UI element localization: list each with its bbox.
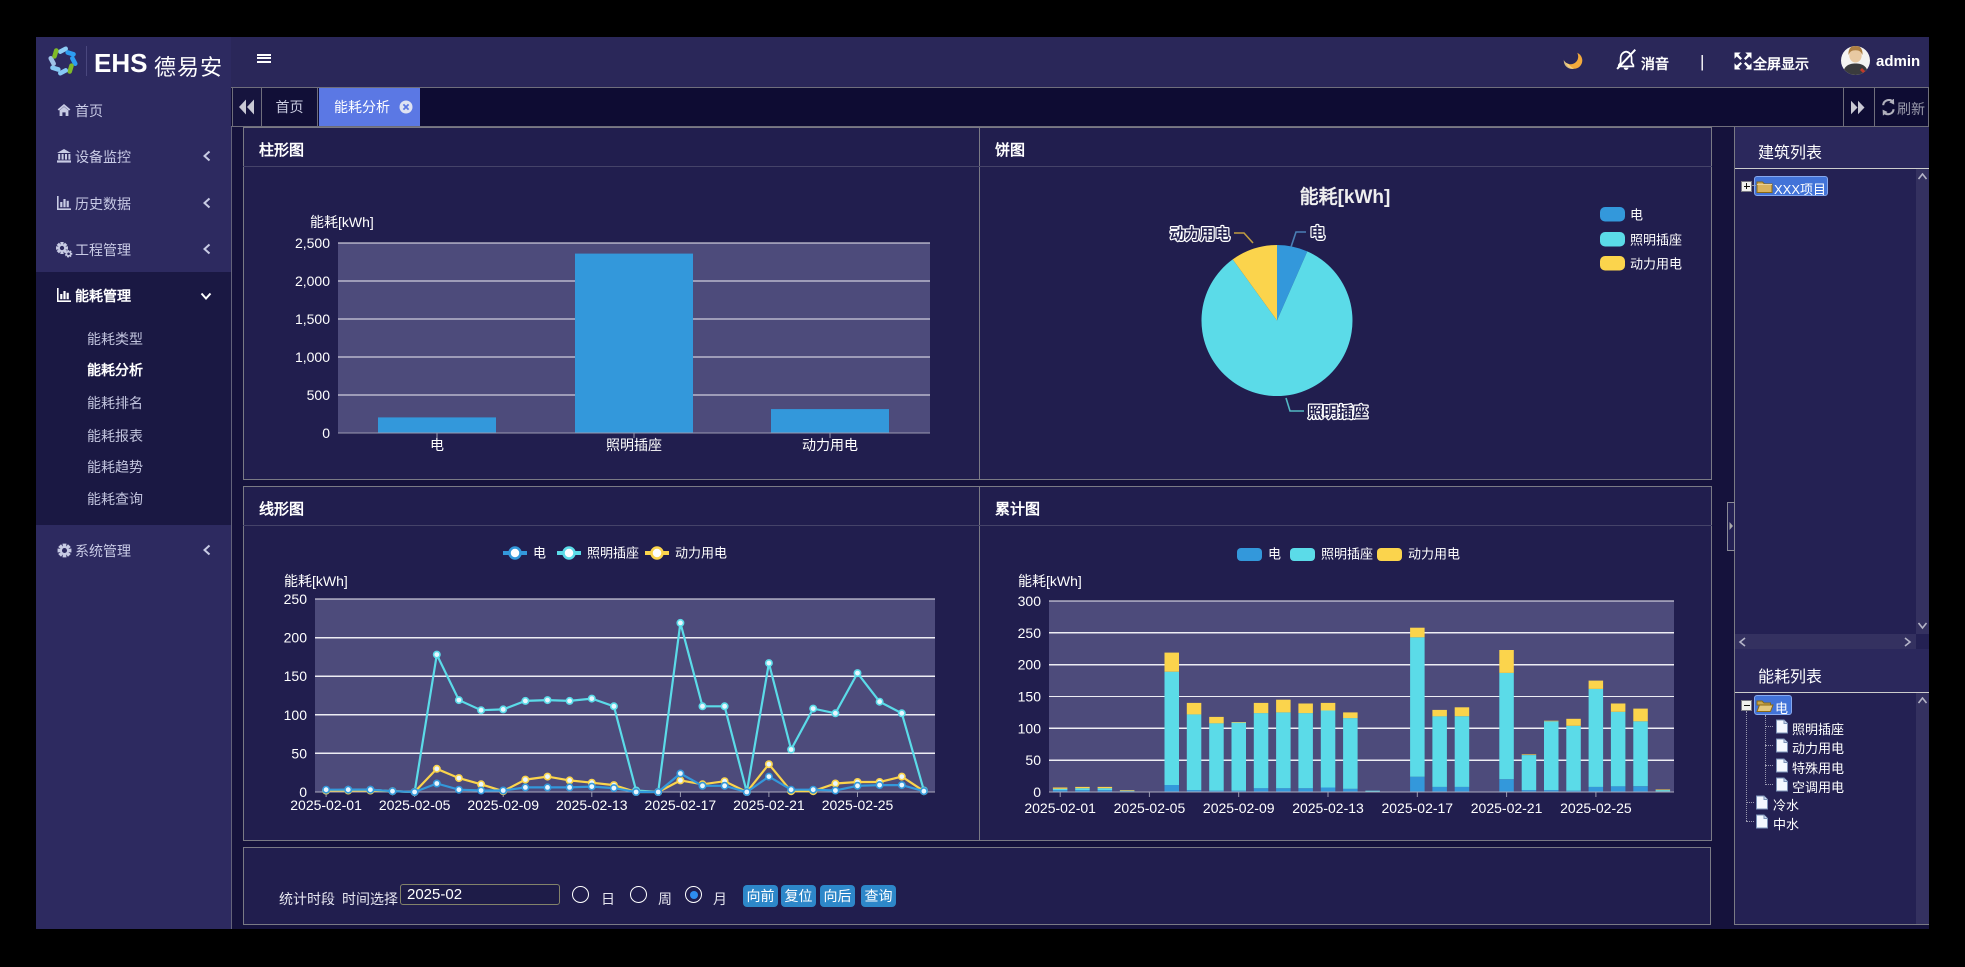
svg-text:2025-02-17: 2025-02-17 [645, 797, 717, 813]
svg-text:2025-02-05: 2025-02-05 [379, 797, 451, 813]
svg-text:50: 50 [1025, 752, 1041, 768]
svg-text:2025-02-13: 2025-02-13 [1292, 800, 1364, 816]
svg-text:2025-02-13: 2025-02-13 [556, 797, 628, 813]
svg-text:电: 电 [533, 546, 546, 561]
svg-text:2025-02-21: 2025-02-21 [1471, 800, 1543, 816]
svg-text:200: 200 [1018, 657, 1042, 673]
svg-text:150: 150 [284, 668, 308, 684]
svg-text:照明插座: 照明插座 [1321, 547, 1373, 562]
svg-text:照明插座: 照明插座 [606, 437, 662, 453]
svg-text:动力用电: 动力用电 [1408, 547, 1460, 562]
svg-text:500: 500 [307, 387, 331, 403]
svg-text:150: 150 [1018, 689, 1042, 705]
svg-text:电: 电 [430, 437, 444, 453]
svg-text:0: 0 [322, 425, 330, 441]
svg-text:100: 100 [1018, 720, 1042, 736]
svg-text:2,000: 2,000 [295, 273, 330, 289]
svg-text:动力用电: 动力用电 [1630, 257, 1682, 272]
svg-text:2025-02-01: 2025-02-01 [1024, 800, 1096, 816]
svg-text:250: 250 [1018, 625, 1042, 641]
svg-text:1,000: 1,000 [295, 349, 330, 365]
svg-text:2025-02-25: 2025-02-25 [822, 797, 894, 813]
svg-text:300: 300 [1018, 593, 1042, 609]
svg-text:250: 250 [284, 591, 308, 607]
svg-text:2025-02-01: 2025-02-01 [290, 797, 362, 813]
svg-text:电: 电 [1268, 547, 1281, 562]
svg-text:2025-02-09: 2025-02-09 [1203, 800, 1275, 816]
svg-text:动力用电: 动力用电 [802, 437, 858, 453]
svg-text:能耗[kWh]: 能耗[kWh] [1018, 573, 1082, 589]
svg-text:50: 50 [291, 745, 307, 761]
svg-text:电: 电 [1310, 224, 1325, 242]
svg-text:1,500: 1,500 [295, 311, 330, 327]
svg-text:0: 0 [1033, 784, 1041, 800]
svg-text:照明插座: 照明插座 [1308, 403, 1368, 421]
svg-text:照明插座: 照明插座 [587, 546, 639, 561]
svg-text:能耗[kWh]: 能耗[kWh] [284, 573, 348, 589]
svg-text:2,500: 2,500 [295, 235, 330, 251]
svg-text:电: 电 [1630, 208, 1643, 223]
svg-text:动力用电: 动力用电 [1170, 225, 1230, 243]
svg-text:2025-02-09: 2025-02-09 [467, 797, 539, 813]
svg-text:100: 100 [284, 707, 308, 723]
svg-text:照明插座: 照明插座 [1630, 233, 1682, 248]
svg-text:2025-02-21: 2025-02-21 [733, 797, 805, 813]
svg-text:动力用电: 动力用电 [675, 546, 727, 561]
svg-text:能耗[kWh]: 能耗[kWh] [1300, 185, 1391, 208]
svg-text:200: 200 [284, 630, 308, 646]
svg-text:2025-02-17: 2025-02-17 [1381, 800, 1453, 816]
svg-text:0: 0 [299, 784, 307, 800]
svg-text:2025-02-05: 2025-02-05 [1114, 800, 1186, 816]
svg-text:2025-02-25: 2025-02-25 [1560, 800, 1632, 816]
svg-text:能耗[kWh]: 能耗[kWh] [310, 214, 374, 230]
